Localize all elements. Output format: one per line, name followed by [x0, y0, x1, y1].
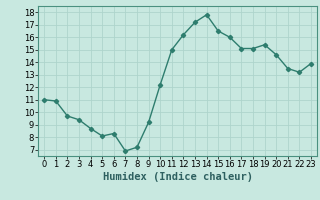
- X-axis label: Humidex (Indice chaleur): Humidex (Indice chaleur): [103, 172, 252, 182]
